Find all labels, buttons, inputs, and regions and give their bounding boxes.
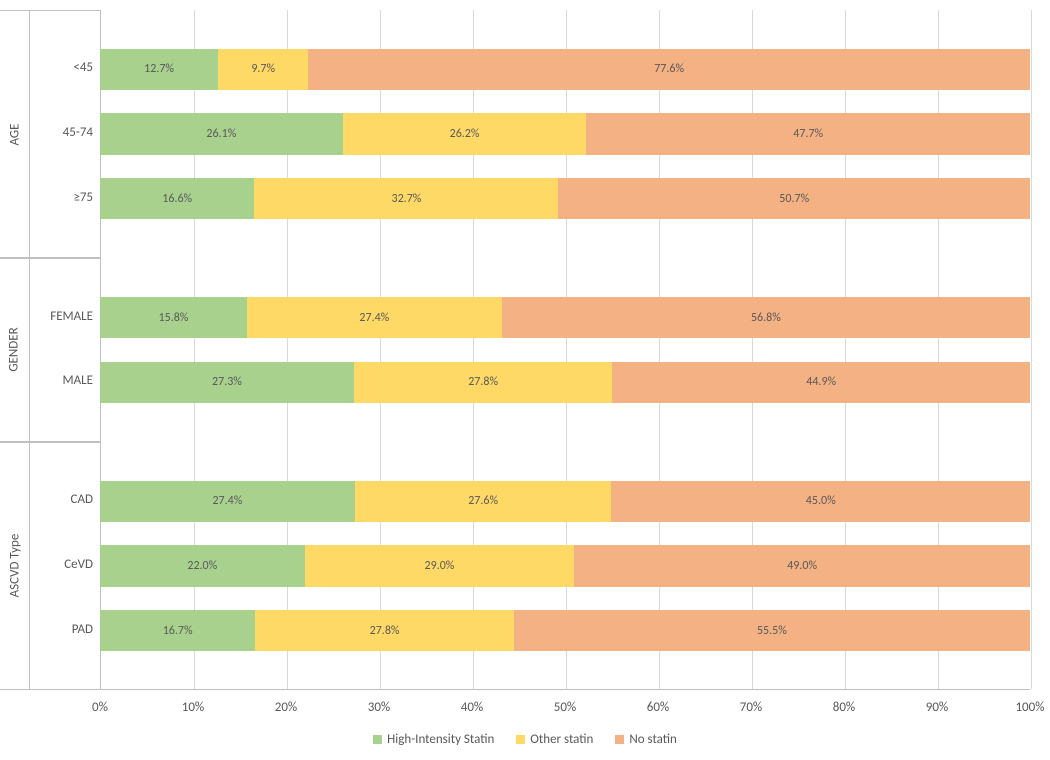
bar-segment: 45.0% bbox=[611, 481, 1030, 522]
bar-segment: 44.9% bbox=[612, 362, 1030, 403]
bar-segment: 27.4% bbox=[100, 481, 355, 522]
bar-segment: 26.2% bbox=[343, 113, 587, 154]
bar-segment: 55.5% bbox=[514, 610, 1030, 651]
bar-segment: 15.8% bbox=[100, 297, 247, 338]
x-tick-label: 70% bbox=[740, 700, 762, 715]
gridline bbox=[194, 10, 195, 689]
legend-label: High-Intensity Statin bbox=[387, 732, 494, 747]
gridline bbox=[938, 10, 939, 689]
x-tick-label: 90% bbox=[926, 700, 948, 715]
bar-segment: 47.7% bbox=[586, 113, 1030, 154]
x-tick-label: 30% bbox=[368, 700, 390, 715]
gridline bbox=[473, 10, 474, 689]
bar-row: 27.4%27.6%45.0% bbox=[100, 481, 1030, 522]
bar-segment: 27.8% bbox=[354, 362, 613, 403]
group-border bbox=[0, 258, 100, 442]
group-border bbox=[0, 442, 100, 690]
bar-row: 16.6%32.7%50.7% bbox=[100, 178, 1030, 219]
bar-row: 27.3%27.8%44.9% bbox=[100, 362, 1030, 403]
legend-item: No statin bbox=[615, 732, 677, 747]
x-tick-label: 0% bbox=[92, 700, 108, 715]
bar-row: 15.8%27.4%56.8% bbox=[100, 297, 1030, 338]
legend-label: Other statin bbox=[530, 732, 593, 747]
bar-row: 26.1%26.2%47.7% bbox=[100, 113, 1030, 154]
legend-item: High-Intensity Statin bbox=[373, 732, 494, 747]
bar-row: 12.7%9.7%77.6% bbox=[100, 49, 1030, 90]
x-tick-label: 20% bbox=[275, 700, 297, 715]
legend-label: No statin bbox=[629, 732, 677, 747]
legend-item: Other statin bbox=[516, 732, 593, 747]
bar-row: 22.0%29.0%49.0% bbox=[100, 545, 1030, 586]
x-tick-label: 100% bbox=[1015, 700, 1044, 715]
stacked-bar-chart: 0% 10% 20% 30% 40% 50% 60% 70% 80% 90% 100% 12.7%9.… bbox=[0, 0, 1050, 760]
bar-segment: 29.0% bbox=[305, 545, 575, 586]
bar-segment: 32.7% bbox=[254, 178, 558, 219]
gridline bbox=[1031, 10, 1032, 689]
bar-segment: 56.8% bbox=[502, 297, 1030, 338]
bar-segment: 9.7% bbox=[218, 49, 308, 90]
bar-segment: 50.7% bbox=[558, 178, 1030, 219]
bar-segment: 77.6% bbox=[308, 49, 1030, 90]
bar-segment: 16.7% bbox=[100, 610, 255, 651]
bar-segment: 22.0% bbox=[100, 545, 305, 586]
bar-segment: 27.8% bbox=[255, 610, 514, 651]
x-tick-label: 40% bbox=[461, 700, 483, 715]
bar-segment: 26.1% bbox=[100, 113, 343, 154]
x-tick-label: 60% bbox=[647, 700, 669, 715]
bar-row: 16.7%27.8%55.5% bbox=[100, 610, 1030, 651]
bar-segment: 27.3% bbox=[100, 362, 354, 403]
bar-segment: 27.4% bbox=[247, 297, 502, 338]
x-tick-label: 50% bbox=[554, 700, 576, 715]
gridline bbox=[752, 10, 753, 689]
bar-segment: 16.6% bbox=[100, 178, 254, 219]
legend-swatch bbox=[615, 735, 624, 744]
bar-segment: 49.0% bbox=[574, 545, 1030, 586]
gridline bbox=[566, 10, 567, 689]
group-border bbox=[0, 10, 100, 258]
gridline bbox=[380, 10, 381, 689]
bar-segment: 27.6% bbox=[355, 481, 612, 522]
bar-segment: 12.7% bbox=[100, 49, 218, 90]
plot-area bbox=[100, 10, 1030, 690]
gridline bbox=[659, 10, 660, 689]
gridline bbox=[845, 10, 846, 689]
legend-swatch bbox=[516, 735, 525, 744]
gridline bbox=[287, 10, 288, 689]
x-tick-label: 80% bbox=[833, 700, 855, 715]
legend: High-Intensity Statin Other statin No stat… bbox=[0, 732, 1050, 747]
x-tick-label: 10% bbox=[182, 700, 204, 715]
legend-swatch bbox=[373, 735, 382, 744]
